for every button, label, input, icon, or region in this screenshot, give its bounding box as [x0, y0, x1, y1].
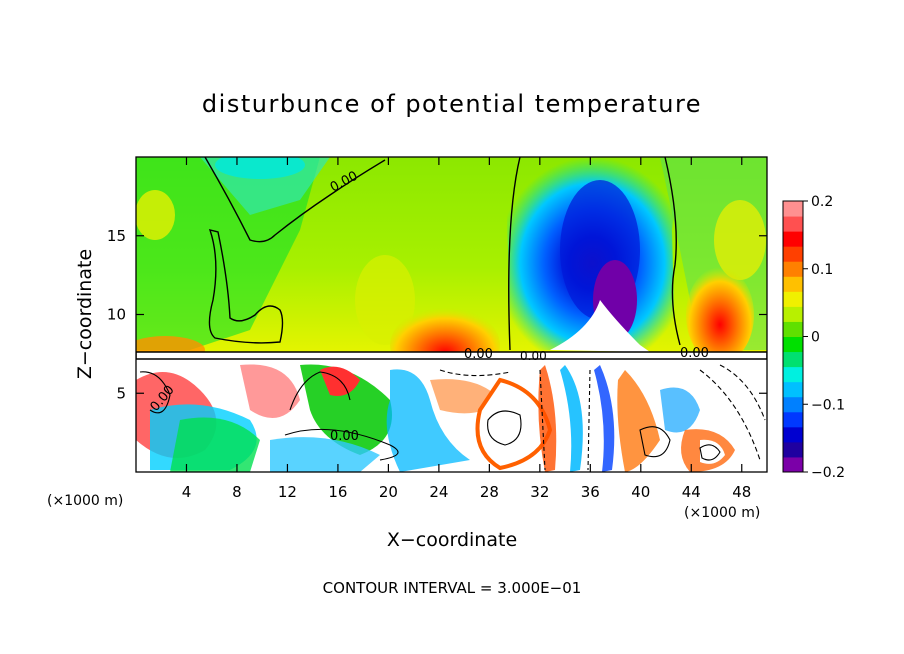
contour-label: 0.00	[464, 347, 493, 362]
y-axis: 5 10 15	[107, 227, 767, 402]
colorbar	[783, 201, 803, 473]
contour-label: 0.00	[330, 429, 359, 444]
zero-contour	[508, 157, 521, 351]
y-tick-label: 5	[116, 384, 126, 402]
x-tick-label: 48	[732, 483, 751, 501]
lower-cold	[660, 387, 700, 433]
lower-warm-band	[538, 365, 557, 472]
zero-contour	[208, 229, 284, 344]
x-tick-label: 12	[278, 483, 297, 501]
contour-label: 0.00	[680, 346, 709, 361]
plot-field	[136, 157, 767, 472]
cyan-zone	[215, 157, 305, 179]
colorbar-swatch	[783, 366, 803, 383]
colorbar-tick-label: 0.1	[811, 262, 833, 278]
contour-label: 0.00	[520, 349, 547, 363]
lower-eddy	[700, 439, 725, 464]
y-axis-title: Z−coordinate	[74, 249, 96, 379]
lower-warm	[240, 364, 300, 418]
x-tick-label: 44	[682, 483, 701, 501]
colorbar-swatch	[783, 336, 803, 353]
x-axis-title: X−coordinate	[387, 529, 517, 551]
lower-eddy	[475, 377, 553, 471]
clipped-region	[550, 300, 650, 352]
colorbar-swatch	[783, 426, 803, 443]
warm-anomaly	[686, 267, 754, 363]
contour-lines	[204, 157, 681, 351]
colorbar-swatch	[783, 396, 803, 413]
colorbar-swatch	[783, 456, 803, 473]
colorbar-tick-label: 0.2	[811, 194, 833, 210]
colorbar-swatch	[783, 321, 803, 337]
chart-title: disturbunce of potential temperature	[202, 90, 702, 118]
lower-cold-band	[560, 365, 583, 472]
x-tick-label: 28	[480, 483, 499, 501]
colorbar-swatch	[783, 261, 803, 277]
zero-contour	[664, 157, 681, 346]
colorbar-tick-label: −0.2	[811, 465, 845, 481]
y-tick-label: 15	[107, 227, 126, 245]
x-tick-label: 24	[429, 483, 448, 501]
x-tick-label: 4	[182, 483, 192, 501]
colorbar-tick-label: 0	[811, 330, 820, 346]
lower-cold	[386, 369, 470, 472]
yellow-zone	[136, 190, 175, 240]
x-tick-label: 20	[379, 483, 398, 501]
colorbar-swatch	[783, 351, 803, 368]
lower-green	[170, 417, 260, 472]
x-tick-label: 32	[530, 483, 549, 501]
x-tick-label: 16	[328, 483, 347, 501]
lower-warm-band	[617, 370, 660, 472]
x-tick-label: 8	[232, 483, 242, 501]
footnote: CONTOUR INTERVAL = 3.000E−01	[323, 579, 582, 597]
colorbar-swatch	[783, 276, 803, 292]
x-axis: 4 8 12 16 20 24 28 32 36 40 44 48	[182, 157, 751, 501]
zero-contour	[204, 157, 386, 243]
colorbar-swatch	[783, 291, 803, 307]
colorbar-swatch	[783, 216, 803, 232]
colorbar-swatch	[783, 246, 803, 262]
colorbar-swatch	[783, 306, 803, 322]
x-unit-label: (×1000 m)	[47, 493, 123, 509]
x-tick-label: 36	[581, 483, 600, 501]
x-unit-label-right: (×1000 m)	[684, 505, 760, 521]
lower-cold-band	[594, 365, 615, 472]
colorbar-tick-label: −0.1	[811, 397, 845, 413]
colorbar-swatch	[783, 201, 803, 217]
lower-cold	[270, 437, 380, 472]
lower-green	[300, 364, 392, 455]
colorbar-ticks: 0.2 0.1 0 −0.1 −0.2	[803, 194, 845, 481]
colorbar-swatch	[783, 231, 803, 247]
colorbar-swatch	[783, 441, 803, 458]
yellow-zone	[355, 255, 415, 345]
colorbar-swatch	[783, 381, 803, 398]
lower-contours	[139, 364, 766, 471]
y-tick-label: 10	[107, 306, 126, 324]
x-tick-label: 40	[631, 483, 650, 501]
yellow-zone	[714, 200, 766, 280]
colorbar-swatch	[783, 411, 803, 428]
interface-band	[136, 351, 767, 360]
